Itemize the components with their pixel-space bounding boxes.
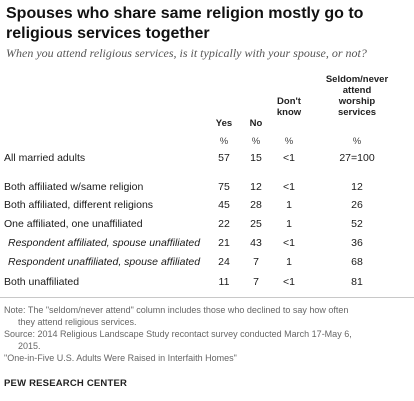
cell-dont-know: <1 xyxy=(283,276,295,288)
cell-no: 28 xyxy=(250,199,262,211)
row-label: Both affiliated w/same religion xyxy=(4,181,144,193)
cell-no: 15 xyxy=(250,152,262,164)
unit-yes: % xyxy=(219,136,229,147)
cell-yes: 21 xyxy=(218,237,230,249)
cell-dont-know: 1 xyxy=(286,199,292,211)
pew-research-center-label: PEW RESEARCH CENTER xyxy=(4,378,128,389)
cell-seldom-never: 26 xyxy=(351,199,363,211)
cell-yes: 22 xyxy=(218,218,230,230)
cell-dont-know: <1 xyxy=(283,152,295,164)
cell-dont-know: 1 xyxy=(286,218,292,230)
row-label: Both affiliated, different religions xyxy=(4,199,154,211)
col-header-seldom-never: Seldom/never attend worship services xyxy=(325,74,389,118)
col-header-no: No xyxy=(249,118,263,129)
cell-no: 12 xyxy=(250,181,262,193)
row-label: Respondent affiliated, spouse unaffiliat… xyxy=(8,237,201,249)
cell-no: 7 xyxy=(253,276,259,288)
cell-yes: 24 xyxy=(218,256,230,268)
cell-dont-know: <1 xyxy=(283,237,295,249)
unit-seldom-never: % xyxy=(352,136,362,147)
note-line: Note: The "seldom/never attend" column i… xyxy=(4,305,349,315)
cell-seldom-never: 27=100 xyxy=(339,152,375,164)
col-header-dont-know: Don't know xyxy=(276,96,302,118)
row-label: Respondent unaffiliated, spouse affiliat… xyxy=(8,256,201,268)
divider xyxy=(0,297,414,298)
cell-no: 43 xyxy=(250,237,262,249)
cell-dont-know: 1 xyxy=(286,256,292,268)
row-label: Both unaffiliated xyxy=(4,276,80,288)
cell-yes: 45 xyxy=(218,199,230,211)
cell-no: 7 xyxy=(253,256,259,268)
cell-seldom-never: 81 xyxy=(351,276,363,288)
unit-dont-know: % xyxy=(284,136,294,147)
note-line: they attend religious services. xyxy=(18,317,137,327)
chart-title: Spouses who share same religion mostly g… xyxy=(6,5,364,42)
unit-no: % xyxy=(251,136,261,147)
row-label: All married adults xyxy=(4,152,86,164)
cell-seldom-never: 12 xyxy=(351,181,363,193)
cell-no: 25 xyxy=(250,218,262,230)
cell-yes: 75 xyxy=(218,181,230,193)
report-title-note: "One-in-Five U.S. Adults Were Raised in … xyxy=(4,353,237,363)
row-label: One affiliated, one unaffiliated xyxy=(4,218,143,230)
col-header-yes: Yes xyxy=(215,118,233,129)
source-note-line: 2015. xyxy=(18,341,41,351)
source-note-line: Source: 2014 Religious Landscape Study r… xyxy=(4,329,352,339)
chart-subtitle: When you attend religious services, is i… xyxy=(6,46,367,60)
cell-dont-know: <1 xyxy=(283,181,295,193)
cell-yes: 11 xyxy=(218,276,230,288)
cell-yes: 57 xyxy=(218,152,230,164)
cell-seldom-never: 36 xyxy=(351,237,363,249)
cell-seldom-never: 68 xyxy=(351,256,363,268)
cell-seldom-never: 52 xyxy=(351,218,363,230)
